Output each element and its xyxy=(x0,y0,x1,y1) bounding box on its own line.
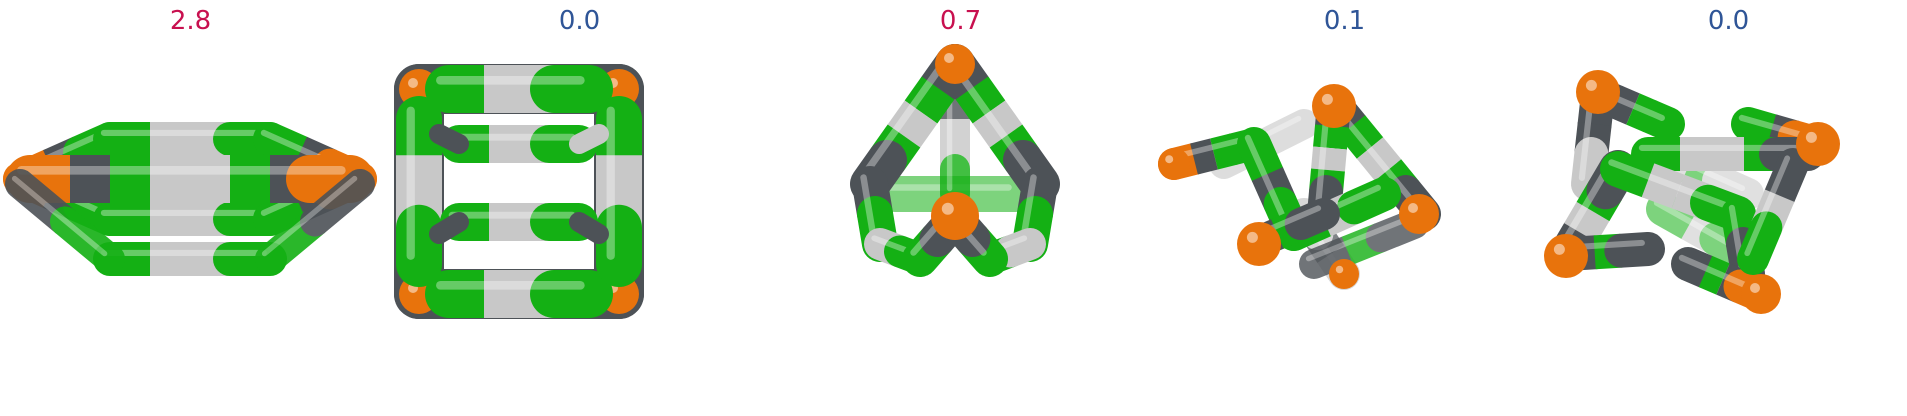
trigonal-prism-cage-icon xyxy=(850,44,1060,277)
score-label: 0.0 xyxy=(1707,6,1750,36)
structure-panel-1: 2.8 xyxy=(0,0,381,416)
square-prism-cage-icon xyxy=(394,64,644,319)
score-label: 0.7 xyxy=(939,6,982,36)
twisted-cube-cage-icon xyxy=(1544,70,1840,314)
twisted-cage-icon xyxy=(1158,84,1441,290)
structure-panel-4: 0.1 xyxy=(1154,0,1535,416)
score-label: 2.8 xyxy=(169,6,212,36)
structure-panel-3: 0.7 xyxy=(770,0,1151,416)
structure-panel-2: 0.0 xyxy=(389,0,770,416)
structure-panel-5: 0.0 xyxy=(1538,0,1907,416)
flattened-hexagonal-cage-icon xyxy=(3,122,377,276)
score-label: 0.1 xyxy=(1323,6,1366,36)
score-label: 0.0 xyxy=(558,6,601,36)
